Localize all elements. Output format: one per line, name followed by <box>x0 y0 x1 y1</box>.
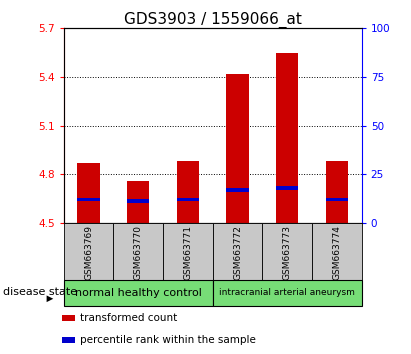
Text: normal healthy control: normal healthy control <box>75 288 202 298</box>
Title: GDS3903 / 1559066_at: GDS3903 / 1559066_at <box>124 12 302 28</box>
Bar <box>213 280 362 306</box>
Bar <box>177 161 199 223</box>
Text: transformed count: transformed count <box>80 313 177 323</box>
Bar <box>64 280 213 306</box>
Bar <box>77 163 100 223</box>
Text: intracranial arterial aneurysm: intracranial arterial aneurysm <box>219 289 355 297</box>
Bar <box>312 223 362 280</box>
Text: disease state: disease state <box>3 287 77 297</box>
Text: GSM663773: GSM663773 <box>283 225 292 280</box>
Text: GSM663772: GSM663772 <box>233 225 242 280</box>
Bar <box>177 198 199 201</box>
Bar <box>113 223 163 280</box>
Text: GSM663770: GSM663770 <box>134 225 143 280</box>
Text: GSM663769: GSM663769 <box>84 225 93 280</box>
Text: GSM663774: GSM663774 <box>332 225 342 280</box>
Text: percentile rank within the sample: percentile rank within the sample <box>80 335 256 345</box>
Bar <box>127 181 149 223</box>
Bar <box>62 337 75 343</box>
Bar <box>262 223 312 280</box>
Bar <box>326 198 348 201</box>
Bar <box>326 161 348 223</box>
Bar <box>226 188 249 192</box>
Bar <box>64 223 113 280</box>
Bar <box>163 223 213 280</box>
Bar <box>127 199 149 203</box>
Bar <box>213 223 262 280</box>
Bar <box>276 187 298 190</box>
Text: GSM663771: GSM663771 <box>183 225 192 280</box>
Bar <box>276 53 298 223</box>
Bar <box>62 315 75 321</box>
Bar <box>226 74 249 223</box>
Bar <box>77 198 100 201</box>
